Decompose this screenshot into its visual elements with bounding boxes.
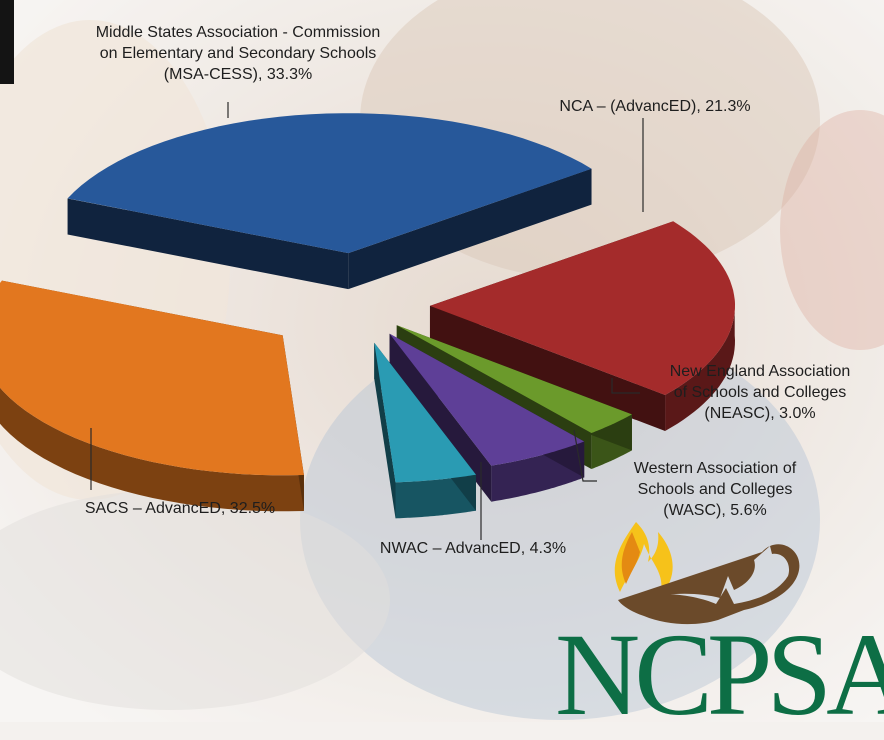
slice-0-top: [67, 113, 592, 254]
logo-text: NCPSA: [555, 609, 884, 740]
label-wasc: Western Association of Schools and Colle…: [633, 460, 797, 519]
slice-4-top: [374, 342, 476, 483]
label-sacs: SACS – AdvancED, 32.5%: [84, 500, 276, 517]
corner-bar: [0, 0, 14, 84]
slice-1-wall: [665, 299, 735, 431]
leader-line-3: [573, 429, 597, 482]
leader-line-2: [611, 378, 640, 394]
label-nca: NCA – (AdvancED), 21.3%: [559, 98, 751, 115]
slice-5-top: [0, 280, 304, 476]
slice-1-side-1: [429, 305, 666, 431]
label-neasc: New England Association of Schools and C…: [669, 363, 851, 422]
slice-2-top: [396, 325, 632, 433]
slice-3-side-1: [389, 333, 492, 502]
slice-5-wall: [0, 387, 304, 512]
slice-1-top: [429, 221, 735, 395]
slice-3-top: [389, 333, 585, 466]
ncpsa-logo: [614, 522, 800, 625]
slice-4-side-1: [374, 342, 396, 519]
slice-4-wall: [395, 474, 476, 519]
pie-chart: [0, 102, 735, 540]
label-msa-cess: Middle States Association - Commission o…: [95, 24, 381, 83]
slice-0-side-0: [67, 198, 349, 290]
slice-0-side-1: [348, 168, 592, 290]
label-nwac: NWAC – AdvancED, 4.3%: [379, 540, 567, 557]
lamp-icon: [618, 544, 800, 625]
